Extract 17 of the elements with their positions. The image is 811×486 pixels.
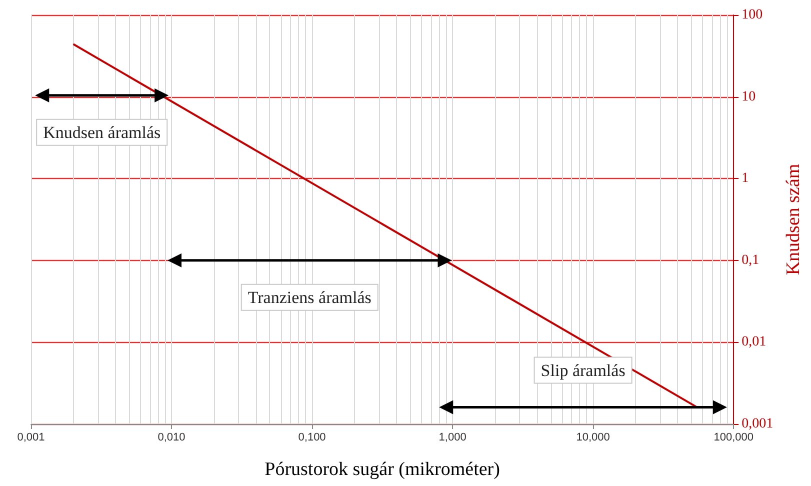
y-tick-label: 100 — [742, 8, 763, 22]
y-tick-label: 0,1 — [742, 252, 760, 268]
y-tick-label: 1 — [742, 171, 749, 186]
x-tick-label: 0,001 — [17, 432, 45, 444]
x-tick-label: 100,000 — [714, 432, 754, 444]
y-tick-label: 0,01 — [742, 334, 766, 350]
x-tick-label: 1,000 — [438, 432, 466, 444]
y-tick-label: 0,001 — [742, 416, 774, 432]
y-axis-title: Knudsen szám — [783, 164, 804, 276]
annotation: Slip áramlás — [540, 360, 626, 380]
annotation: Knudsen áramlás — [43, 122, 161, 142]
x-tick-label: 0,100 — [298, 432, 326, 444]
x-tick-label: 0,010 — [158, 432, 186, 444]
x-axis-title: Pórustorok sugár (mikrométer) — [264, 459, 500, 480]
y-tick-label: 10 — [742, 89, 756, 104]
annotation: Tranziens áramlás — [248, 288, 372, 307]
x-tick-label: 10,000 — [576, 432, 610, 444]
